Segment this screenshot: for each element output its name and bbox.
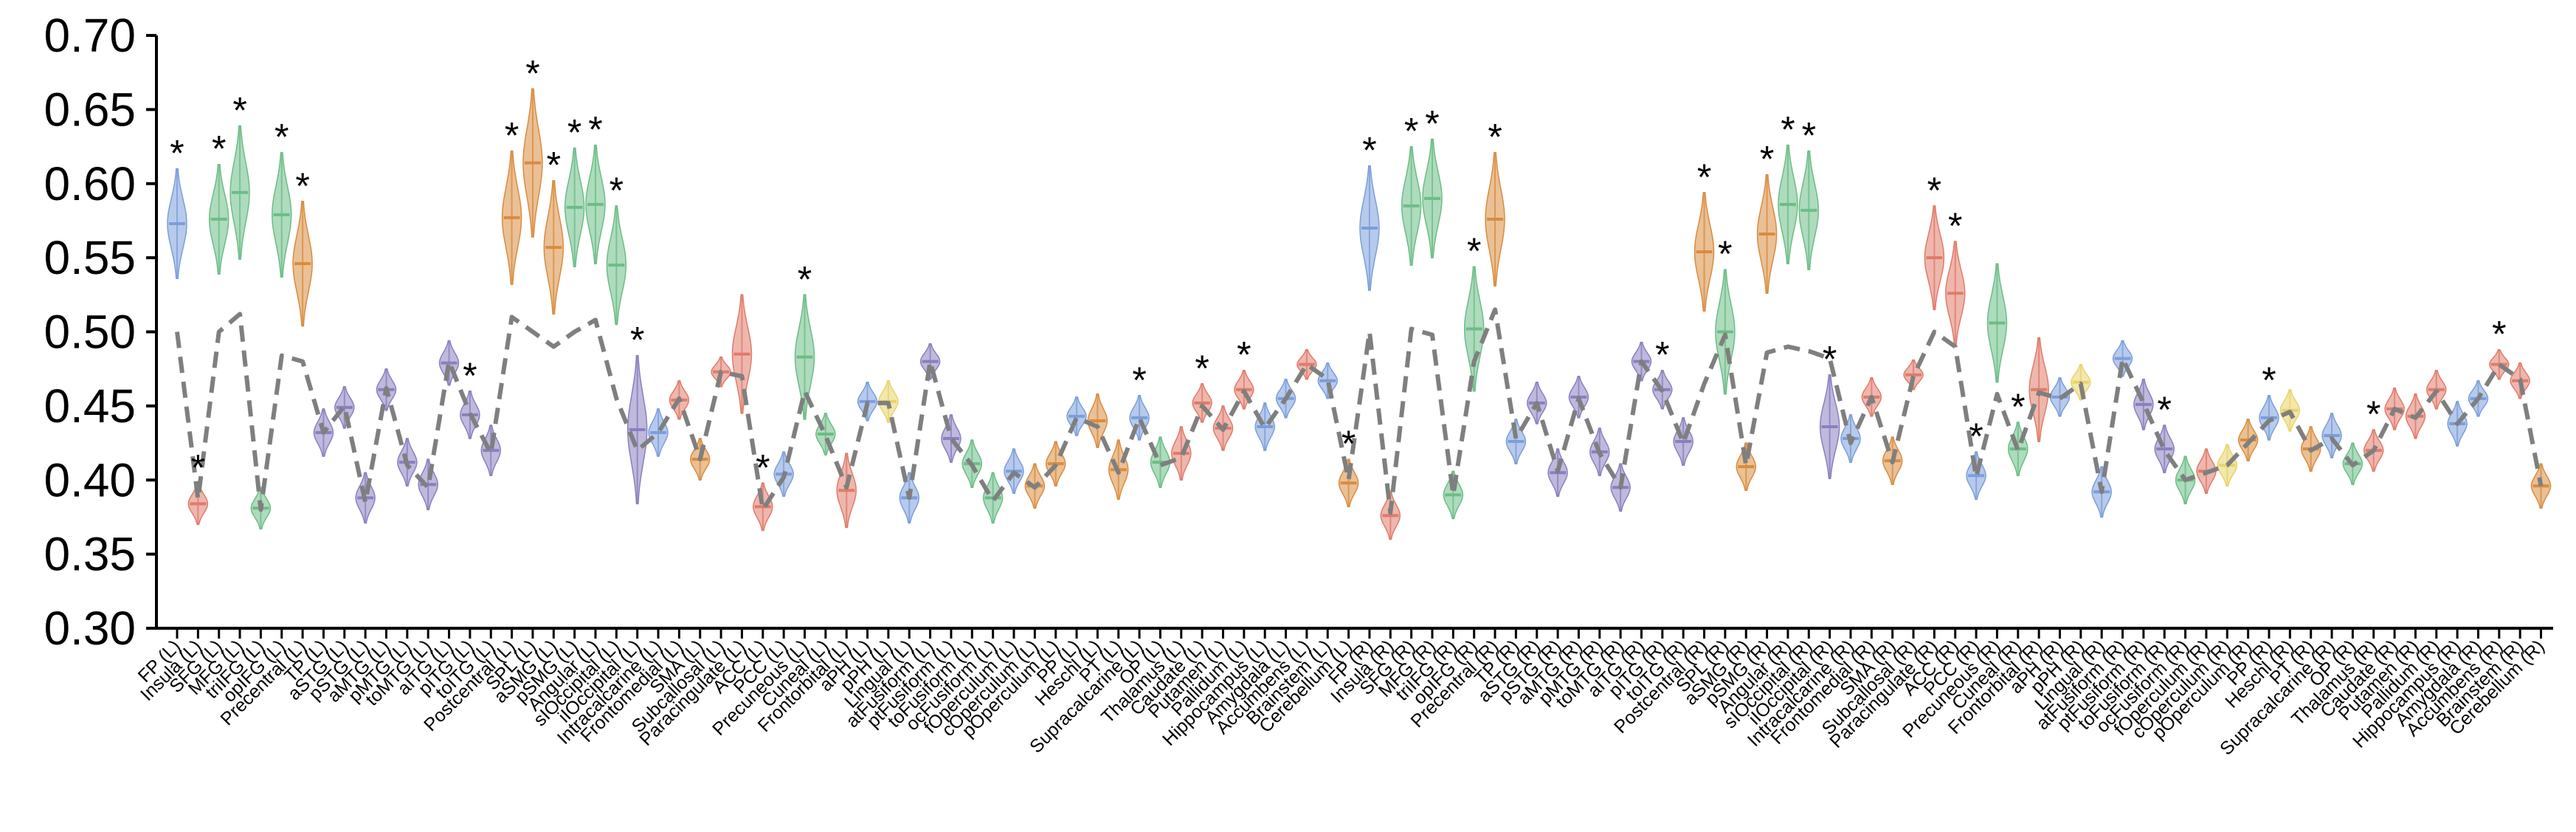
significance-star: * — [547, 145, 561, 186]
significance-star: * — [274, 117, 289, 158]
significance-markers: *********** ****** * *** * ******** ****** **** — [170, 52, 2506, 488]
significance-star: * — [1948, 205, 1962, 247]
significance-star: * — [1404, 111, 1418, 152]
y-tick-label: 0.50 — [44, 306, 136, 359]
x-axis: FP (L)Insula (L)SFG (L)MFG (L)triIFG (L)… — [134, 627, 2553, 760]
significance-star: * — [2492, 314, 2506, 355]
baseline-series — [175, 307, 2544, 515]
y-tick-label: 0.45 — [44, 379, 136, 433]
significance-star: * — [567, 112, 581, 154]
significance-star: * — [1969, 416, 1983, 457]
y-tick-label: 0.55 — [44, 231, 136, 284]
significance-star: * — [798, 258, 812, 300]
significance-star: * — [1341, 423, 1356, 464]
significance-star: * — [2262, 360, 2276, 401]
y-tick-label: 0.30 — [44, 602, 136, 655]
significance-star: * — [2158, 389, 2172, 430]
significance-star: * — [295, 165, 309, 207]
y-tick-label: 0.35 — [44, 528, 136, 581]
significance-star: * — [1362, 130, 1376, 171]
significance-star: * — [1718, 233, 1732, 275]
y-tick-label: 0.65 — [44, 83, 136, 136]
significance-star: * — [1781, 109, 1795, 151]
y-tick-label: 0.60 — [44, 157, 136, 210]
significance-star: * — [1488, 117, 1502, 158]
significance-star: * — [505, 115, 519, 157]
y-axis: 0.30 0.35 0.40 0.45 0.50 0.55 0.60 0.65 0.70 — [44, 9, 158, 655]
y-tick-label: 0.70 — [44, 9, 136, 62]
significance-star: * — [1655, 334, 1669, 376]
significance-star: * — [610, 170, 624, 211]
y-tick-label: 0.40 — [44, 453, 136, 506]
significance-star: * — [170, 133, 184, 174]
significance-star: * — [2366, 393, 2380, 435]
significance-star: * — [232, 89, 246, 131]
significance-star: * — [756, 447, 770, 488]
significance-star: * — [588, 109, 602, 151]
significance-star: * — [1697, 157, 1711, 198]
significance-star: * — [1823, 339, 1837, 380]
significance-star: * — [1467, 230, 1481, 272]
significance-star: * — [1760, 139, 1774, 180]
violin-series — [167, 88, 2552, 540]
significance-star: * — [463, 355, 477, 396]
significance-star: * — [212, 128, 226, 170]
significance-star: * — [191, 447, 205, 488]
baseline-line — [175, 307, 2544, 515]
significance-star: * — [630, 320, 644, 361]
significance-star: * — [1802, 115, 1816, 157]
significance-star: * — [1425, 103, 1439, 145]
significance-star: * — [1132, 360, 1146, 401]
significance-star: * — [1927, 170, 1941, 211]
significance-star: * — [1237, 334, 1251, 376]
significance-star: * — [2011, 386, 2025, 427]
significance-star: * — [525, 52, 539, 94]
significance-star: * — [1195, 348, 1209, 389]
